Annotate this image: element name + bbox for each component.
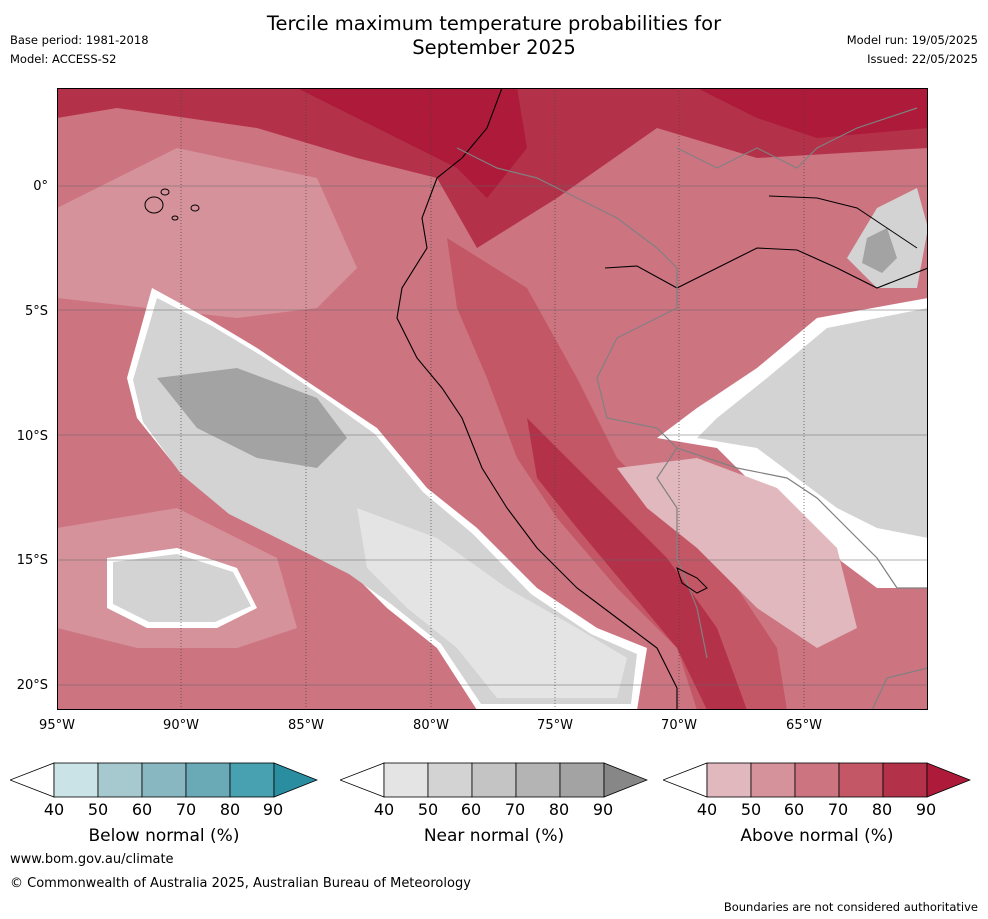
colorbar-title-near: Near normal (%) <box>423 826 565 846</box>
colorbar-near-cells <box>340 762 648 798</box>
colorbar-above-cells <box>663 762 971 798</box>
colorbar-near-cell-2 <box>427 762 473 798</box>
lon-label-65w: 65°W <box>786 718 822 733</box>
base-period-text: Base period: 1981-2018 <box>10 33 149 47</box>
colorbar-above-cell-3 <box>794 762 840 798</box>
country-borders-se <box>871 667 928 710</box>
lat-label-0: 0° <box>33 179 48 194</box>
tick-below-50: 50 <box>87 800 109 819</box>
region-above-70-andes <box>447 238 787 710</box>
tick-above-80: 80 <box>871 800 893 819</box>
meta-left: Base period: 1981-2018 Model: ACCESS-S2 <box>10 31 149 69</box>
tick-near-90: 90 <box>592 800 614 819</box>
region-above-80-andes <box>527 418 747 710</box>
colorbar-near-normal <box>340 762 648 798</box>
tick-above-50: 50 <box>740 800 762 819</box>
map-frame <box>57 88 928 710</box>
model-text: Model: ACCESS-S2 <box>10 52 117 66</box>
tick-below-70: 70 <box>175 800 197 819</box>
colorbar-above-cell-5 <box>882 762 928 798</box>
colorbar-above-extend-low <box>663 762 708 798</box>
colorbar-near-cell-4 <box>515 762 561 798</box>
probability-map <box>57 88 928 710</box>
tick-below-80: 80 <box>219 800 241 819</box>
lon-label-95w: 95°W <box>39 718 75 733</box>
colorbar-near-cell-3 <box>471 762 517 798</box>
colorbar-below-extend-high <box>273 762 318 798</box>
tick-above-40: 40 <box>696 800 718 819</box>
tick-below-40: 40 <box>43 800 65 819</box>
tick-near-80: 80 <box>548 800 570 819</box>
near-normal-south <box>357 508 627 698</box>
colorbar-above-cell-4 <box>838 762 884 798</box>
colorbar-below-extend-low <box>10 762 55 798</box>
tick-near-40: 40 <box>373 800 395 819</box>
near-normal-core <box>157 368 347 468</box>
lon-label-85w: 85°W <box>288 718 324 733</box>
tick-near-50: 50 <box>417 800 439 819</box>
galapagos-islands <box>144 188 200 221</box>
colorbar-above-normal <box>663 762 971 798</box>
tick-below-90: 90 <box>262 800 284 819</box>
colorbar-below-cell-1 <box>53 762 99 798</box>
lat-label-5s: 5°S <box>24 304 48 319</box>
lon-label-70w: 70°W <box>661 718 697 733</box>
lon-label-75w: 75°W <box>537 718 573 733</box>
footer-copyright: © Commonwealth of Australia 2025, Austra… <box>10 876 471 891</box>
tick-near-70: 70 <box>504 800 526 819</box>
amazon-river <box>604 247 928 289</box>
lat-label-20s: 20°S <box>16 678 48 693</box>
tick-above-90: 90 <box>915 800 937 819</box>
latitude-gridlines <box>57 185 928 686</box>
tick-below-60: 60 <box>131 800 153 819</box>
colorbar-near-cell-5 <box>559 762 605 798</box>
lon-label-80w: 80°W <box>413 718 449 733</box>
colorbar-below-cells <box>10 762 318 798</box>
near-normal-ne-core <box>862 228 897 273</box>
near-normal-east <box>697 308 928 538</box>
tick-above-70: 70 <box>827 800 849 819</box>
colorbar-near-extend-low <box>340 762 385 798</box>
colorbar-below-cell-5 <box>229 762 275 798</box>
colorbar-below-cell-3 <box>141 762 187 798</box>
colorbar-below-cell-2 <box>97 762 143 798</box>
region-above-50-west <box>57 148 357 318</box>
colorbar-below-normal <box>10 762 318 798</box>
colorbar-above-cell-2 <box>750 762 796 798</box>
colorbar-below-cell-4 <box>185 762 231 798</box>
river-north <box>768 195 918 249</box>
lon-label-90w: 90°W <box>163 718 199 733</box>
lake-titicaca <box>676 567 708 594</box>
lat-label-15s: 15°S <box>16 553 48 568</box>
colorbar-above-extend-high <box>926 762 971 798</box>
colorbar-title-below: Below normal (%) <box>88 826 240 846</box>
colorbar-near-extend-high <box>603 762 648 798</box>
tick-above-60: 60 <box>783 800 805 819</box>
title-line-1: Tercile maximum temperature probabilitie… <box>266 12 722 35</box>
country-borders-south <box>676 447 928 589</box>
model-run-text: Model run: 19/05/2025 <box>846 33 978 47</box>
issued-text: Issued: 22/05/2025 <box>867 52 978 66</box>
colorbar-near-cell-1 <box>383 762 429 798</box>
lat-label-10s: 10°S <box>16 429 48 444</box>
meta-right: Model run: 19/05/2025 Issued: 22/05/2025 <box>847 31 978 69</box>
footer-disclaimer: Boundaries are not considered authoritat… <box>723 900 978 914</box>
title-line-2: September 2025 <box>412 36 576 59</box>
chart-title: Tercile maximum temperature probabilitie… <box>0 12 988 60</box>
colorbar-above-cell-1 <box>706 762 752 798</box>
region-above-90-ne <box>697 88 928 138</box>
region-above-90-north <box>297 88 527 198</box>
tick-near-60: 60 <box>460 800 482 819</box>
country-borders-west <box>456 147 708 659</box>
footer-url: www.bom.gov.au/climate <box>10 852 174 867</box>
coastline <box>396 88 678 710</box>
colorbar-title-above: Above normal (%) <box>740 826 894 846</box>
above-40-southeast <box>617 458 857 648</box>
near-normal-sw <box>113 554 251 622</box>
country-borders-north <box>676 107 918 169</box>
